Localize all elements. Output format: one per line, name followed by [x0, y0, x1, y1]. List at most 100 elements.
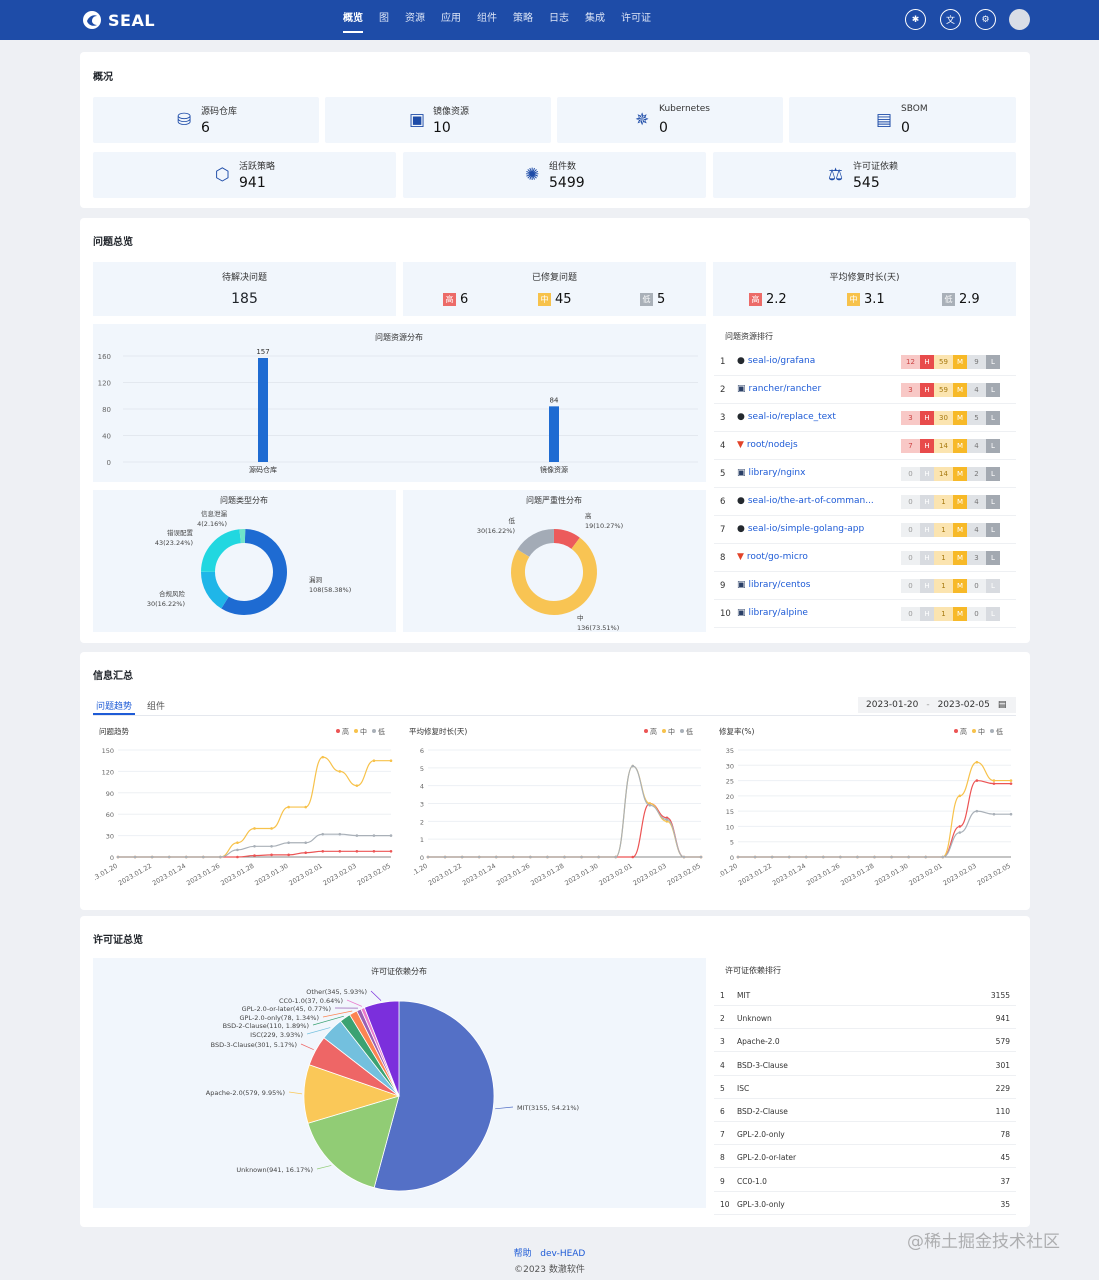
help-link[interactable]: 帮助: [513, 1249, 532, 1259]
data-point: [890, 855, 893, 859]
repo-link[interactable]: library/alpine: [748, 608, 808, 618]
license-ranking-row[interactable]: 6 BSD-2-Clause 110: [714, 1099, 1016, 1122]
database-icon: ⛁: [177, 110, 192, 130]
nav-item[interactable]: 概览: [335, 0, 371, 40]
fixed-mid: 中 45: [538, 292, 572, 307]
repo-link[interactable]: seal-io/grafana: [747, 356, 816, 366]
rank-number: 7: [720, 525, 726, 535]
legend-label: 中: [668, 727, 675, 736]
nav-item[interactable]: 图: [379, 13, 389, 24]
license-name: GPL-3.0-only: [737, 1199, 785, 1209]
overview-tile[interactable]: ✵ Kubernetes 0: [557, 97, 783, 143]
issue-ranking-row[interactable]: 5 ▣ library/nginx 0 H 14 M 2 L: [714, 460, 1016, 488]
brand-logo[interactable]: SEAL: [82, 9, 155, 31]
high-label: H: [920, 607, 934, 621]
repo-link[interactable]: seal-io/simple-golang-app: [747, 524, 865, 534]
issue-ranking-row[interactable]: 6 ● seal-io/the-art-of-comman... 0 H 1 M …: [714, 488, 1016, 516]
overview-tile[interactable]: ⚖ 许可证依赖 545: [713, 152, 1016, 198]
data-point: [460, 855, 464, 859]
overview-tile[interactable]: ✺ 组件数 5499: [403, 152, 706, 198]
data-point: [270, 827, 273, 830]
y-tick-label: 15: [726, 808, 734, 816]
legend-marker: [354, 729, 358, 733]
settings-icon[interactable]: ⚙: [975, 9, 996, 30]
tab-divider: [93, 715, 1016, 716]
data-point: [236, 855, 239, 859]
avg-mid-value: 3.1: [864, 292, 885, 307]
high-count: 12: [901, 355, 920, 369]
repo-link[interactable]: seal-io/the-art-of-comman...: [747, 496, 874, 506]
bar: [258, 357, 268, 462]
data-point: [253, 854, 256, 857]
nav-item[interactable]: 组件: [477, 13, 497, 24]
issue-type-panel: 问题类型分布 漏洞 108(58.38%) 合规风险 30(16.22%) 错误配置 43(…: [93, 490, 396, 632]
repo-link[interactable]: root/nodejs: [746, 440, 798, 450]
mid-badge: 中: [538, 293, 551, 306]
low-count: 9: [967, 355, 986, 369]
license-ranking-row[interactable]: 9 CC0-1.0 37: [714, 1169, 1016, 1192]
license-ranking-row[interactable]: 10 GPL-3.0-only 35: [714, 1192, 1016, 1215]
label-leader-line: [495, 1106, 514, 1110]
license-ranking-row[interactable]: 8 GPL-2.0-or-later 45: [714, 1145, 1016, 1169]
slice-label: 低: [509, 516, 516, 525]
nav-item[interactable]: 集成: [585, 13, 605, 24]
repo-link[interactable]: rancher/rancher: [748, 384, 822, 394]
high-label: H: [920, 495, 934, 509]
repo-link[interactable]: seal-io/replace_text: [747, 412, 836, 422]
overview-tile[interactable]: ⛁ 源码仓库 6: [93, 97, 319, 143]
overview-tile[interactable]: ⬡ 活跃策略 941: [93, 152, 396, 198]
data-point: [1009, 779, 1013, 782]
license-ranking-row[interactable]: 5 ISC 229: [714, 1076, 1016, 1099]
translate-icon[interactable]: 文: [940, 9, 961, 30]
mid-label: M: [953, 439, 967, 453]
data-point: [924, 855, 927, 859]
overview-tile[interactable]: ▤ SBOM 0: [789, 97, 1016, 143]
issue-ranking-row[interactable]: 2 ▣ rancher/rancher 3 H 59 M 4 L: [714, 376, 1016, 404]
date-range-picker[interactable]: 2023-01-20 - 2023-02-05 ▤: [858, 697, 1016, 713]
nav-item[interactable]: 应用: [441, 13, 461, 24]
issue-trend-line-chart: 问题趋势高中低0306090120150.3.01.202023.01.2220…: [93, 726, 393, 887]
y-tick-label: 5: [420, 765, 424, 773]
bug-icon[interactable]: ✱: [905, 9, 926, 30]
license-ranking-row[interactable]: 4 BSD-3-Clause 301: [714, 1053, 1016, 1076]
issue-ranking-row[interactable]: 1 ● seal-io/grafana 12 H 59 M 9 L: [714, 348, 1016, 376]
issue-ranking-row[interactable]: 3 ● seal-io/replace_text 3 H 30 M 5 L: [714, 404, 1016, 432]
repo-link[interactable]: root/go-micro: [746, 552, 808, 562]
mid-count: 1: [934, 495, 953, 509]
fixed-label: 已修复问题: [531, 273, 577, 283]
tab-components[interactable]: 组件: [147, 702, 166, 712]
license-ranking-row[interactable]: 7 GPL-2.0-only 78: [714, 1122, 1016, 1146]
overview-tile[interactable]: ▣ 镜像资源 10: [325, 97, 551, 143]
rank-number: 10: [720, 609, 731, 619]
low-count: 4: [967, 439, 986, 453]
issue-ranking-row[interactable]: 9 ▣ library/centos 0 H 1 M 0 L: [714, 572, 1016, 600]
avatar[interactable]: [1009, 9, 1030, 30]
issue-ranking-row[interactable]: 10 ▣ library/alpine 0 H 1 M 0 L: [714, 600, 1016, 628]
repo-link[interactable]: library/nginx: [748, 468, 806, 478]
legend-label: 低: [996, 727, 1003, 736]
nav-item[interactable]: 日志: [549, 13, 569, 24]
slice-label: 合规风险: [159, 589, 186, 598]
license-ranking-row[interactable]: 3 Apache-2.0 579: [714, 1029, 1016, 1053]
version-link[interactable]: dev-HEAD: [540, 1249, 586, 1259]
nav-item[interactable]: 策略: [513, 13, 533, 24]
data-point: [787, 855, 791, 859]
low-label: L: [986, 439, 1000, 453]
high-label: H: [920, 551, 934, 565]
slice-label: GPL-2.0-or-later(45, 0.77%): [242, 1005, 331, 1013]
issue-ranking-row[interactable]: 4 ▼ root/nodejs 7 H 14 M 4 L: [714, 432, 1016, 460]
tab-issue-trend[interactable]: 问题趋势: [96, 702, 133, 712]
series-line: [738, 761, 1011, 858]
license-ranking-row[interactable]: 2 Unknown 941: [714, 1006, 1016, 1030]
issue-ranking-row[interactable]: 8 ▼ root/go-micro 0 H 1 M 3 L: [714, 544, 1016, 572]
legend-marker: [662, 729, 666, 733]
series-line: [738, 810, 1011, 858]
issue-ranking-row[interactable]: 7 ● seal-io/simple-golang-app 0 H 1 M 4 L: [714, 516, 1016, 544]
license-ranking-row[interactable]: 1 MIT 3155: [714, 983, 1016, 1006]
repo-link[interactable]: library/centos: [748, 580, 811, 590]
nav-item[interactable]: 资源: [405, 13, 425, 24]
slice-label: 高: [585, 511, 592, 520]
license-name: BSD-2-Clause: [737, 1107, 788, 1116]
nav-item[interactable]: 许可证: [621, 13, 651, 24]
